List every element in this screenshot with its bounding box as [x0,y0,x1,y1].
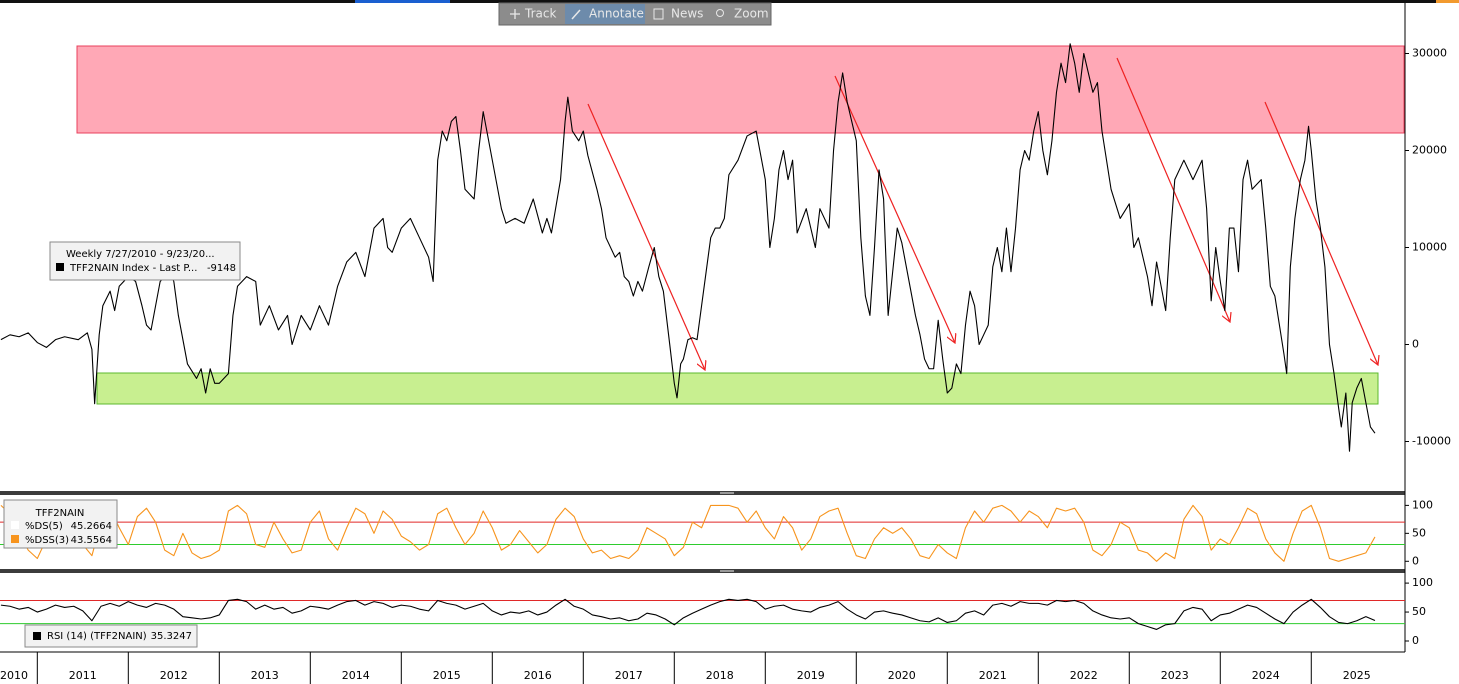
x-tick-label: 2023 [1161,669,1189,682]
legend-label: %DSS(3) [25,535,69,546]
main-legend: Weekly 7/27/2010 - 9/23/20... TFF2NAIN I… [49,241,241,281]
x-tick-label: 2021 [979,669,1007,682]
arrow [587,103,705,370]
toolbar-button[interactable]: Track [524,7,556,21]
y-tick-label: 0 [1412,634,1419,647]
legend-value: -9148 [207,263,236,274]
panel: 0 50 100 2010 2011 2012 2013 2014 2015 2016 2017 20… [0,576,1433,684]
y-tick-label: 0 [1412,554,1419,567]
legend-box [49,241,241,281]
toolbar-track[interactable]: Track [510,7,556,21]
legend-swatch [56,263,64,271]
toolbar-button[interactable]: Zoom [734,7,769,21]
divider-grip [720,492,734,494]
top-bar [0,0,1459,3]
x-tick-label: 2017 [615,669,643,682]
x-tick-label: 2012 [160,669,188,682]
icon [716,9,724,17]
legend-box [24,624,198,648]
x-tick-label: 2020 [888,669,916,682]
toolbar-news[interactable]: News [653,7,703,21]
top-accent [1436,0,1459,3]
x-tick-label: 2019 [797,669,825,682]
legend-swatch [11,521,19,529]
y-tick-label: 0 [1412,338,1419,351]
panel: -10000 0 10000 20000 30000 [1405,47,1451,448]
x-tick-label: 2018 [706,669,734,682]
legend-label: TFF2NAIN Index - Last P... [69,263,197,274]
y-tick-label: 20000 [1412,144,1447,157]
x-tick-label: 2014 [342,669,370,682]
y-tick-label: 50 [1412,526,1426,539]
x-tick-label: 2013 [251,669,279,682]
stoch-legend: TFF2NAIN %DS(5) 45.2664 %DSS(3) 43.5564 [3,499,118,549]
y-tick-label: 10000 [1412,241,1447,254]
series-line [0,43,1376,452]
toolbar: Track Annotate News Zoom [498,2,772,26]
x-tick-label: 2025 [1343,669,1371,682]
legend-header: Weekly 7/27/2010 - 9/23/20... [66,249,215,260]
toolbar-active [565,4,645,24]
x-tick-label: 2024 [1252,669,1280,682]
divider-grip [720,570,734,572]
toolbar-button[interactable]: Annotate [589,7,644,21]
legend-box [3,499,118,549]
toolbar-annotate[interactable]: Annotate [571,7,644,21]
toolbar-zoom[interactable]: Zoom [716,7,769,21]
support-zone [96,372,1379,405]
icon [571,9,581,20]
panel: 0 50 100 [0,498,1433,567]
panel-divider [0,491,1405,495]
legend-swatch [11,535,19,543]
legend-value: 45.2664 [71,521,112,532]
arrow [834,75,955,343]
y-tick-label: 50 [1412,605,1426,618]
series-line [0,504,1376,562]
rsi-legend: RSI (14) (TFF2NAIN) 35.3247 [24,624,198,648]
x-tick-label: 2015 [433,669,461,682]
legend-label: %DS(5) [25,521,63,532]
toolbar-button[interactable]: News [671,7,703,21]
x-tick-label: 2010 [0,669,28,682]
legend-value: 43.5564 [71,535,112,546]
legend-swatch [33,632,41,640]
icon [653,8,664,20]
x-tick-label: 2022 [1070,669,1098,682]
y-tick-label: -10000 [1412,435,1451,448]
legend-header: TFF2NAIN [35,508,85,519]
panel-divider [0,569,1405,573]
series-line [0,598,1376,630]
y-tick-label: 30000 [1412,47,1447,60]
x-tick-label: 2011 [69,669,97,682]
legend-value: 35.3247 [151,631,192,642]
top-tab [355,0,450,3]
resistance-zone [76,45,1405,134]
icon [510,9,520,19]
y-tick-label: 100 [1412,576,1433,589]
legends: Weekly 7/27/2010 - 9/23/20... TFF2NAIN I… [3,241,241,648]
legend-label: RSI (14) (TFF2NAIN) [47,631,147,642]
y-tick-label: 100 [1412,498,1433,511]
x-tick-label: 2016 [524,669,552,682]
